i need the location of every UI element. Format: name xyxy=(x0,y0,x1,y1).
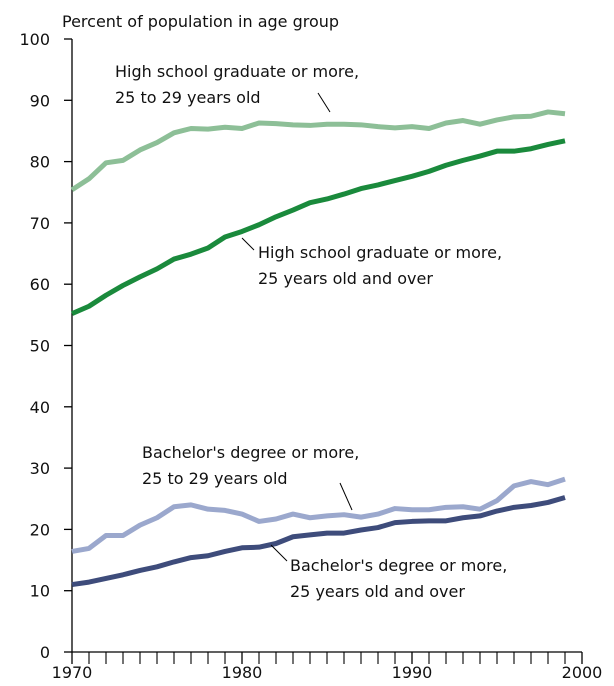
y-tick-label: 10 xyxy=(30,582,50,601)
leader-line xyxy=(339,482,353,511)
x-tick-label: 2000 xyxy=(562,663,603,682)
series-line xyxy=(71,476,566,554)
leader-line xyxy=(317,92,331,113)
series-label: 25 years old and over xyxy=(258,269,433,288)
leader-line xyxy=(241,237,255,251)
y-tick-label: 80 xyxy=(30,153,50,172)
series-label: Bachelor's degree or more, xyxy=(142,443,359,462)
y-tick-label: 50 xyxy=(30,337,50,356)
series-label: High school graduate or more, xyxy=(115,62,359,81)
series-label: Bachelor's degree or more, xyxy=(290,556,507,575)
y-tick-label: 60 xyxy=(30,275,50,294)
x-tick-label: 1990 xyxy=(392,663,433,682)
series-label: 25 years old and over xyxy=(290,582,465,601)
y-tick-label: 30 xyxy=(30,459,50,478)
y-tick-label: 100 xyxy=(19,30,50,49)
series-label: 25 to 29 years old xyxy=(115,88,261,107)
y-axis-label: Percent of population in age group xyxy=(62,12,339,31)
y-tick-label: 40 xyxy=(30,398,50,417)
series-label: 25 to 29 years old xyxy=(142,469,288,488)
y-tick-label: 90 xyxy=(30,91,50,110)
y-tick-label: 20 xyxy=(30,520,50,539)
series-label: High school graduate or more, xyxy=(258,243,502,262)
series-line xyxy=(71,495,566,588)
x-tick-label: 1970 xyxy=(52,663,93,682)
y-tick-label: 70 xyxy=(30,214,50,233)
leader-line xyxy=(270,544,288,562)
y-tick-label: 0 xyxy=(40,643,50,662)
series-line xyxy=(70,109,566,192)
series-line xyxy=(71,138,566,316)
x-tick-label: 1980 xyxy=(222,663,263,682)
